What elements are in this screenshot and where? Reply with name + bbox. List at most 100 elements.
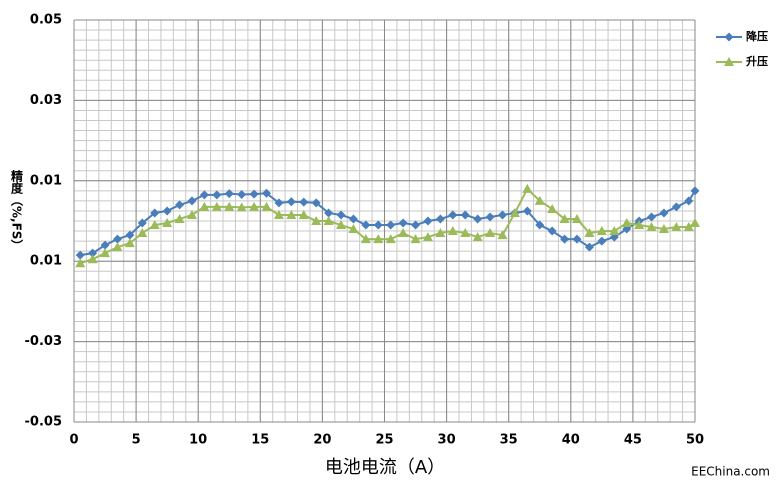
x-tick-label: 10: [189, 433, 207, 448]
marker: [348, 214, 358, 224]
x-tick-label: 0: [69, 433, 78, 448]
marker: [286, 209, 297, 219]
y-tick-label: 0.01: [30, 173, 62, 188]
marker: [448, 210, 458, 220]
x-tick-label: 25: [375, 433, 393, 448]
marker: [659, 208, 669, 218]
marker: [150, 208, 160, 218]
marker: [211, 201, 222, 211]
marker: [149, 220, 160, 230]
marker: [485, 212, 495, 222]
marker: [75, 250, 85, 260]
marker: [348, 224, 359, 234]
marker: [373, 234, 384, 244]
marker: [497, 210, 507, 220]
marker: [361, 220, 371, 230]
marker: [274, 198, 284, 208]
marker: [249, 189, 259, 199]
marker: [609, 226, 620, 236]
marker: [298, 209, 309, 219]
x-tick-label: 15: [251, 433, 269, 448]
marker: [88, 248, 98, 258]
x-tick-label: 35: [500, 433, 518, 448]
y-tick-label: 0.05: [30, 13, 62, 28]
marker: [398, 218, 408, 228]
marker: [186, 209, 197, 219]
y-tick-label: 0.03: [30, 93, 62, 108]
marker: [646, 222, 657, 232]
marker: [336, 220, 347, 230]
marker: [423, 216, 433, 226]
marker: [311, 216, 322, 225]
marker: [262, 188, 272, 198]
marker: [137, 228, 148, 238]
marker: [435, 214, 445, 224]
x-tick-label: 30: [438, 433, 456, 448]
marker: [398, 228, 409, 238]
marker: [212, 190, 222, 200]
x-tick-label: 20: [313, 433, 331, 448]
marker: [175, 200, 185, 210]
x-axis-title: 电池电流（A）: [325, 457, 445, 478]
marker: [273, 209, 284, 219]
marker: [435, 228, 446, 238]
marker: [560, 234, 570, 244]
marker: [535, 220, 545, 230]
marker: [559, 213, 570, 223]
marker: [199, 201, 210, 211]
marker: [75, 258, 86, 268]
marker: [373, 220, 383, 230]
marker: [472, 232, 483, 242]
marker: [174, 213, 185, 223]
marker: [597, 236, 607, 246]
marker: [584, 228, 595, 238]
marker: [497, 230, 508, 240]
legend-label: 降压: [746, 29, 768, 43]
legend-label: 升压: [746, 54, 768, 68]
marker: [360, 234, 371, 244]
marker: [112, 234, 122, 244]
marker: [621, 218, 632, 228]
marker: [410, 234, 421, 244]
marker: [162, 218, 173, 228]
marker: [473, 214, 483, 224]
marker: [460, 210, 470, 220]
marker: [671, 202, 681, 212]
marker: [124, 238, 135, 248]
marker: [237, 189, 247, 199]
marker: [534, 195, 545, 205]
x-tick-label: 5: [132, 433, 141, 448]
marker: [224, 201, 235, 211]
y-tick-label: -0.03: [25, 334, 62, 349]
marker: [162, 206, 172, 216]
marker: [522, 183, 533, 193]
y-tick-label: 0.01: [30, 254, 62, 269]
marker: [187, 196, 197, 206]
marker: [634, 220, 645, 230]
marker: [224, 189, 234, 199]
marker: [299, 197, 309, 207]
marker: [522, 206, 532, 216]
marker: [572, 234, 582, 244]
marker: [485, 228, 496, 238]
marker: [137, 218, 147, 228]
marker: [199, 190, 209, 200]
marker: [100, 240, 110, 250]
marker: [336, 210, 346, 220]
marker: [422, 232, 433, 242]
marker: [547, 203, 558, 213]
marker: [286, 197, 296, 207]
marker: [684, 196, 694, 206]
marker: [658, 224, 669, 234]
marker: [261, 201, 272, 211]
marker: [87, 254, 98, 264]
marker: [647, 212, 657, 222]
marker: [385, 234, 396, 244]
marker: [460, 228, 471, 238]
x-tick-label: 45: [624, 433, 642, 448]
marker: [411, 220, 421, 230]
marker: [584, 242, 594, 252]
marker: [112, 242, 123, 252]
marker: [249, 201, 260, 211]
